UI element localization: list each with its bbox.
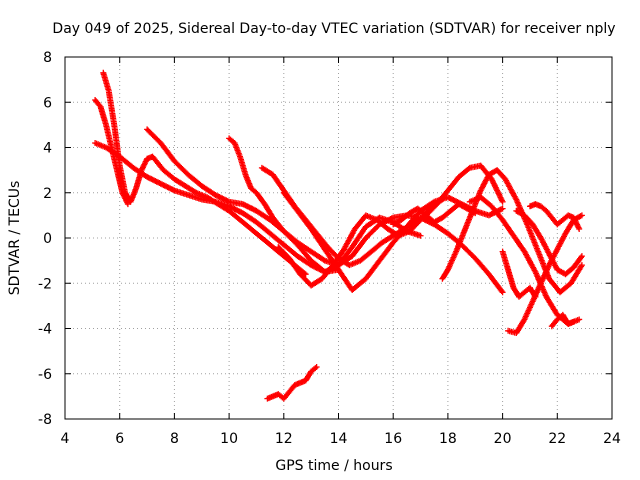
y-tick-label: -4 (38, 322, 52, 338)
point-markers (499, 248, 539, 300)
point-markers (92, 140, 342, 275)
y-tick-label: 0 (43, 231, 52, 247)
x-tick-label: 4 (61, 431, 70, 447)
series-track-13 (527, 201, 583, 232)
x-tick-label: 22 (548, 431, 566, 447)
point-markers (505, 212, 585, 336)
series-track-11 (505, 212, 585, 336)
point-markers (439, 167, 585, 296)
point-markers (527, 201, 583, 232)
point-markers (100, 69, 309, 278)
point-markers (513, 207, 585, 278)
series-track-3 (92, 140, 342, 275)
y-tick-label: -8 (38, 412, 52, 428)
series-track-17 (390, 201, 479, 228)
point-markers (548, 311, 577, 330)
x-tick-label: 24 (603, 431, 621, 447)
series-track-2 (92, 97, 131, 208)
y-tick-label: 2 (43, 186, 52, 202)
series-track-12 (513, 207, 585, 278)
series-track-15 (548, 311, 577, 330)
grid (65, 57, 612, 419)
series-track-16 (264, 363, 320, 402)
point-markers (264, 363, 320, 402)
x-tick-label: 6 (115, 431, 124, 447)
x-tick-label: 16 (384, 431, 402, 447)
x-tick-label: 18 (439, 431, 457, 447)
point-markers (92, 97, 131, 208)
y-tick-label: 6 (43, 95, 52, 111)
x-tick-label: 20 (494, 431, 512, 447)
y-tick-label: 4 (43, 141, 52, 157)
series-track-9 (439, 167, 585, 296)
chart-title: Day 049 of 2025, Sidereal Day-to-day VTE… (52, 21, 615, 37)
point-markers (390, 201, 479, 228)
y-axis-label: SDTVAR / TECUs (7, 181, 23, 296)
x-tick-label: 12 (275, 431, 293, 447)
y-tick-label: 8 (43, 50, 52, 66)
x-axis-label: GPS time / hours (275, 458, 392, 474)
y-tick-label: -6 (38, 367, 52, 383)
x-tick-label: 14 (330, 431, 348, 447)
x-tick-label: 10 (220, 431, 238, 447)
y-tick-label: -2 (38, 276, 52, 292)
x-tick-label: 8 (170, 431, 179, 447)
series-track-14 (499, 248, 539, 300)
series-track-1 (100, 69, 309, 278)
data-points (92, 69, 585, 402)
